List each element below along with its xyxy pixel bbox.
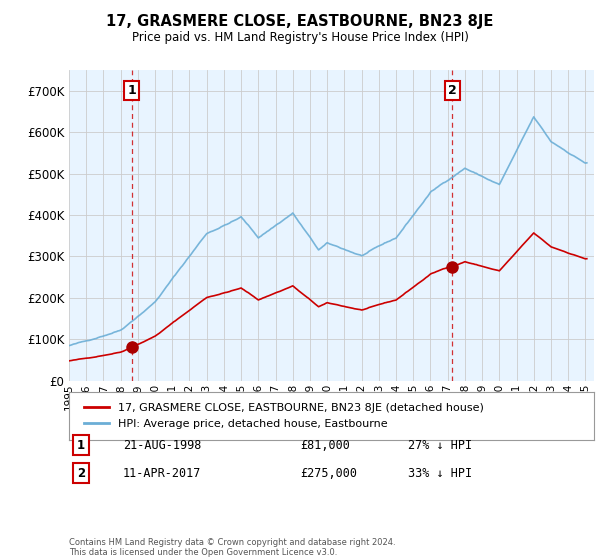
Text: 33% ↓ HPI: 33% ↓ HPI [408,466,472,480]
Text: 2: 2 [448,84,457,97]
Text: 17, GRASMERE CLOSE, EASTBOURNE, BN23 8JE: 17, GRASMERE CLOSE, EASTBOURNE, BN23 8JE [106,14,494,29]
Legend: 17, GRASMERE CLOSE, EASTBOURNE, BN23 8JE (detached house), HPI: Average price, d: 17, GRASMERE CLOSE, EASTBOURNE, BN23 8JE… [80,398,488,433]
Text: Contains HM Land Registry data © Crown copyright and database right 2024.
This d: Contains HM Land Registry data © Crown c… [69,538,395,557]
Text: Price paid vs. HM Land Registry's House Price Index (HPI): Price paid vs. HM Land Registry's House … [131,31,469,44]
Text: £81,000: £81,000 [300,438,350,452]
Text: 2: 2 [77,466,85,480]
Text: £275,000: £275,000 [300,466,357,480]
Text: 21-AUG-1998: 21-AUG-1998 [123,438,202,452]
Text: 1: 1 [127,84,136,97]
Text: 1: 1 [77,438,85,452]
Text: 11-APR-2017: 11-APR-2017 [123,466,202,480]
Text: 27% ↓ HPI: 27% ↓ HPI [408,438,472,452]
